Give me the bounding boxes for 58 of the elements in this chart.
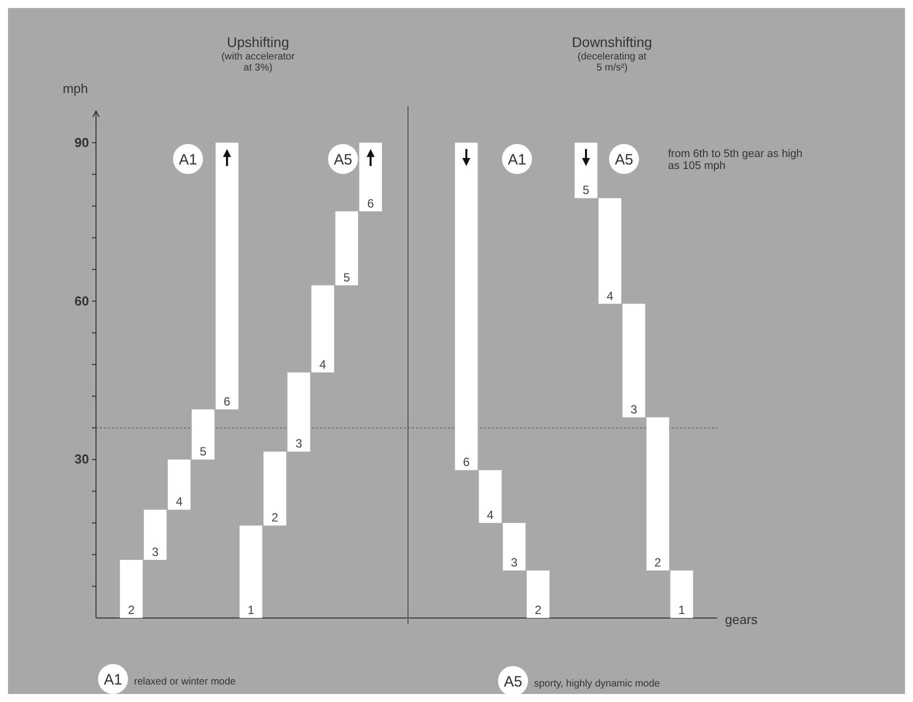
annotation: 3 [295,436,302,451]
bar [216,142,238,410]
bar [454,142,478,470]
annotation: 4 [176,494,183,509]
text: A5 [504,673,522,690]
annotation: A1 [508,151,526,168]
bar [287,372,310,452]
annotation: A5 [334,151,352,168]
annotation: 6 [224,394,231,408]
annotation: 4 [319,357,326,372]
bar [646,417,670,570]
text: sporty, highly dynamic mode [534,678,660,690]
annotation: 1 [248,603,255,617]
bar [502,522,526,570]
annotation: 2 [654,555,662,570]
bar [264,452,286,526]
annotation: 3 [510,555,518,570]
annotation: 4 [606,288,614,303]
annotation: 5 [582,183,590,198]
annotation: 2 [272,510,279,525]
annotation: 1 [678,603,686,617]
text: (with accelerator at 3%) [221,52,296,74]
y-tick-label: 60 [74,293,89,308]
annotation: 2 [128,603,135,617]
bar [311,285,334,372]
y-axis-title: mph [62,81,88,96]
text: Downshifting [572,34,652,50]
bar [120,560,143,618]
annotation: 4 [486,508,494,522]
bar [168,460,191,510]
text: Upshifting [226,34,290,50]
text: A1 [104,671,122,688]
bar [598,198,622,304]
bar [335,211,358,286]
y-tick-label: 30 [74,452,89,467]
annotation: 3 [152,544,159,559]
x-axis-title: gears [725,612,758,627]
bar [240,526,262,618]
text: (decelerating at 5 m/s²) [578,52,647,74]
bar [526,570,550,618]
y-tick-label: 90 [74,134,89,150]
bar [359,142,382,212]
bar [670,570,694,618]
bar [622,304,646,418]
annotation: 6 [367,196,374,210]
bar [574,142,598,198]
annotation: 5 [343,270,350,284]
annotation: 5 [200,444,207,459]
annotation: 3 [630,402,638,416]
annotation: A5 [614,151,634,168]
bar [144,510,167,560]
text: relaxed or winter mode [134,676,236,688]
bar [478,470,502,523]
annotation: 6 [462,455,470,470]
bar [192,409,214,460]
annotation: A1 [178,151,198,168]
annotation: 2 [534,603,542,617]
annotation: from 6th to 5th gear as high as 105 mph [668,148,803,172]
